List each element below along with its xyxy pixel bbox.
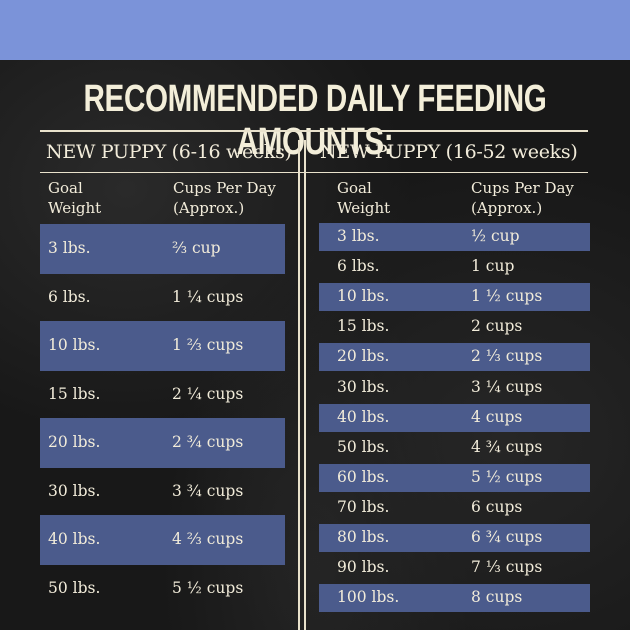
table-row: 30 lbs. 3 ¼ cups [319, 374, 590, 402]
table-row: 10 lbs. 1 ⅔ cups [40, 321, 285, 371]
cups-cell: 4 cups [471, 407, 523, 426]
column-header-cups-per-day: Cups Per Day (Approx.) [471, 179, 574, 217]
section-heading-6-16-weeks: NEW PUPPY (6-16 weeks) [46, 141, 292, 163]
cups-cell: 6 cups [471, 497, 523, 516]
divider-header [40, 172, 588, 173]
weight-cell: 70 lbs. [337, 497, 390, 516]
weight-cell: 30 lbs. [48, 481, 101, 500]
column-header-goal-weight: Goal Weight [337, 179, 391, 217]
weight-cell: 60 lbs. [337, 467, 390, 486]
weight-cell: 30 lbs. [337, 377, 390, 396]
cups-cell: 5 ½ cups [471, 467, 543, 486]
table-row: 20 lbs. 2 ⅓ cups [319, 343, 590, 372]
table-row: 20 lbs. 2 ¾ cups [40, 418, 285, 468]
weight-cell: 50 lbs. [48, 578, 101, 597]
cups-cell: 4 ⅔ cups [172, 530, 244, 548]
weight-cell: 50 lbs. [337, 437, 390, 456]
cups-cell: 2 cups [471, 317, 523, 336]
weight-cell: 3 lbs. [337, 227, 380, 245]
table-row: 60 lbs. 5 ½ cups [319, 463, 590, 492]
cups-cell: ⅔ cup [172, 239, 221, 257]
table-row: 100 lbs. 8 cups [319, 584, 590, 613]
cups-cell: 1 cup [471, 257, 515, 276]
table-row: 30 lbs. 3 ¾ cups [40, 467, 285, 517]
column-divider-left [298, 140, 300, 630]
weight-cell: 10 lbs. [337, 287, 390, 306]
weight-cell: 15 lbs. [48, 384, 101, 403]
cups-cell: 4 ¾ cups [471, 437, 543, 456]
weight-cell: 15 lbs. [337, 317, 390, 336]
table-row: 10 lbs. 1 ½ cups [319, 283, 590, 312]
weight-cell: 40 lbs. [48, 530, 101, 548]
table-row: 40 lbs. 4 ⅔ cups [40, 515, 285, 565]
weight-cell: 100 lbs. [337, 588, 400, 607]
top-color-band [0, 0, 630, 60]
table-row: 50 lbs. 5 ½ cups [40, 564, 285, 614]
table-row: 50 lbs. 4 ¾ cups [319, 434, 590, 462]
weight-cell: 6 lbs. [48, 287, 91, 306]
table-row: 3 lbs. ½ cup [319, 223, 590, 251]
column-divider-right [304, 140, 306, 630]
table-row: 80 lbs. 6 ¾ cups [319, 524, 590, 552]
weight-cell: 20 lbs. [337, 347, 390, 366]
cups-cell: 3 ¾ cups [172, 481, 244, 500]
cups-cell: 6 ¾ cups [471, 528, 543, 546]
cups-cell: 3 ¼ cups [471, 377, 543, 396]
weight-cell: 3 lbs. [48, 239, 91, 257]
table-row: 6 lbs. 1 ¼ cups [40, 273, 285, 323]
weight-cell: 40 lbs. [337, 407, 390, 426]
cups-cell: 1 ¼ cups [172, 287, 244, 306]
cups-cell: 2 ¼ cups [172, 384, 244, 403]
cups-cell: 1 ⅔ cups [172, 336, 244, 354]
table-row: 40 lbs. 4 cups [319, 403, 590, 432]
cups-cell: 8 cups [471, 588, 523, 607]
weight-cell: 6 lbs. [337, 257, 380, 276]
divider-top [40, 130, 588, 132]
column-header-cups-per-day: Cups Per Day (Approx.) [173, 179, 276, 217]
cups-cell: 2 ⅓ cups [471, 347, 543, 366]
cups-cell: 1 ½ cups [471, 287, 543, 306]
weight-cell: 90 lbs. [337, 558, 390, 577]
table-row: 90 lbs. 7 ⅓ cups [319, 554, 590, 582]
table-row: 70 lbs. 6 cups [319, 494, 590, 522]
weight-cell: 20 lbs. [48, 433, 101, 451]
table-row: 15 lbs. 2 cups [319, 313, 590, 341]
section-heading-16-52-weeks: NEW PUPPY (16-52 weeks) [320, 141, 578, 163]
cups-cell: ½ cup [471, 227, 520, 245]
column-header-goal-weight: Goal Weight [48, 179, 102, 217]
page-title: RECOMMENDED DAILY FEEDING AMOUNTS: [83, 78, 547, 163]
weight-cell: 10 lbs. [48, 336, 101, 354]
cups-cell: 7 ⅓ cups [471, 558, 543, 577]
table-row: 3 lbs. ⅔ cup [40, 224, 285, 274]
table-row: 6 lbs. 1 cup [319, 253, 590, 281]
weight-cell: 80 lbs. [337, 528, 390, 546]
cups-cell: 5 ½ cups [172, 578, 244, 597]
cups-cell: 2 ¾ cups [172, 433, 244, 451]
table-row: 15 lbs. 2 ¼ cups [40, 370, 285, 420]
